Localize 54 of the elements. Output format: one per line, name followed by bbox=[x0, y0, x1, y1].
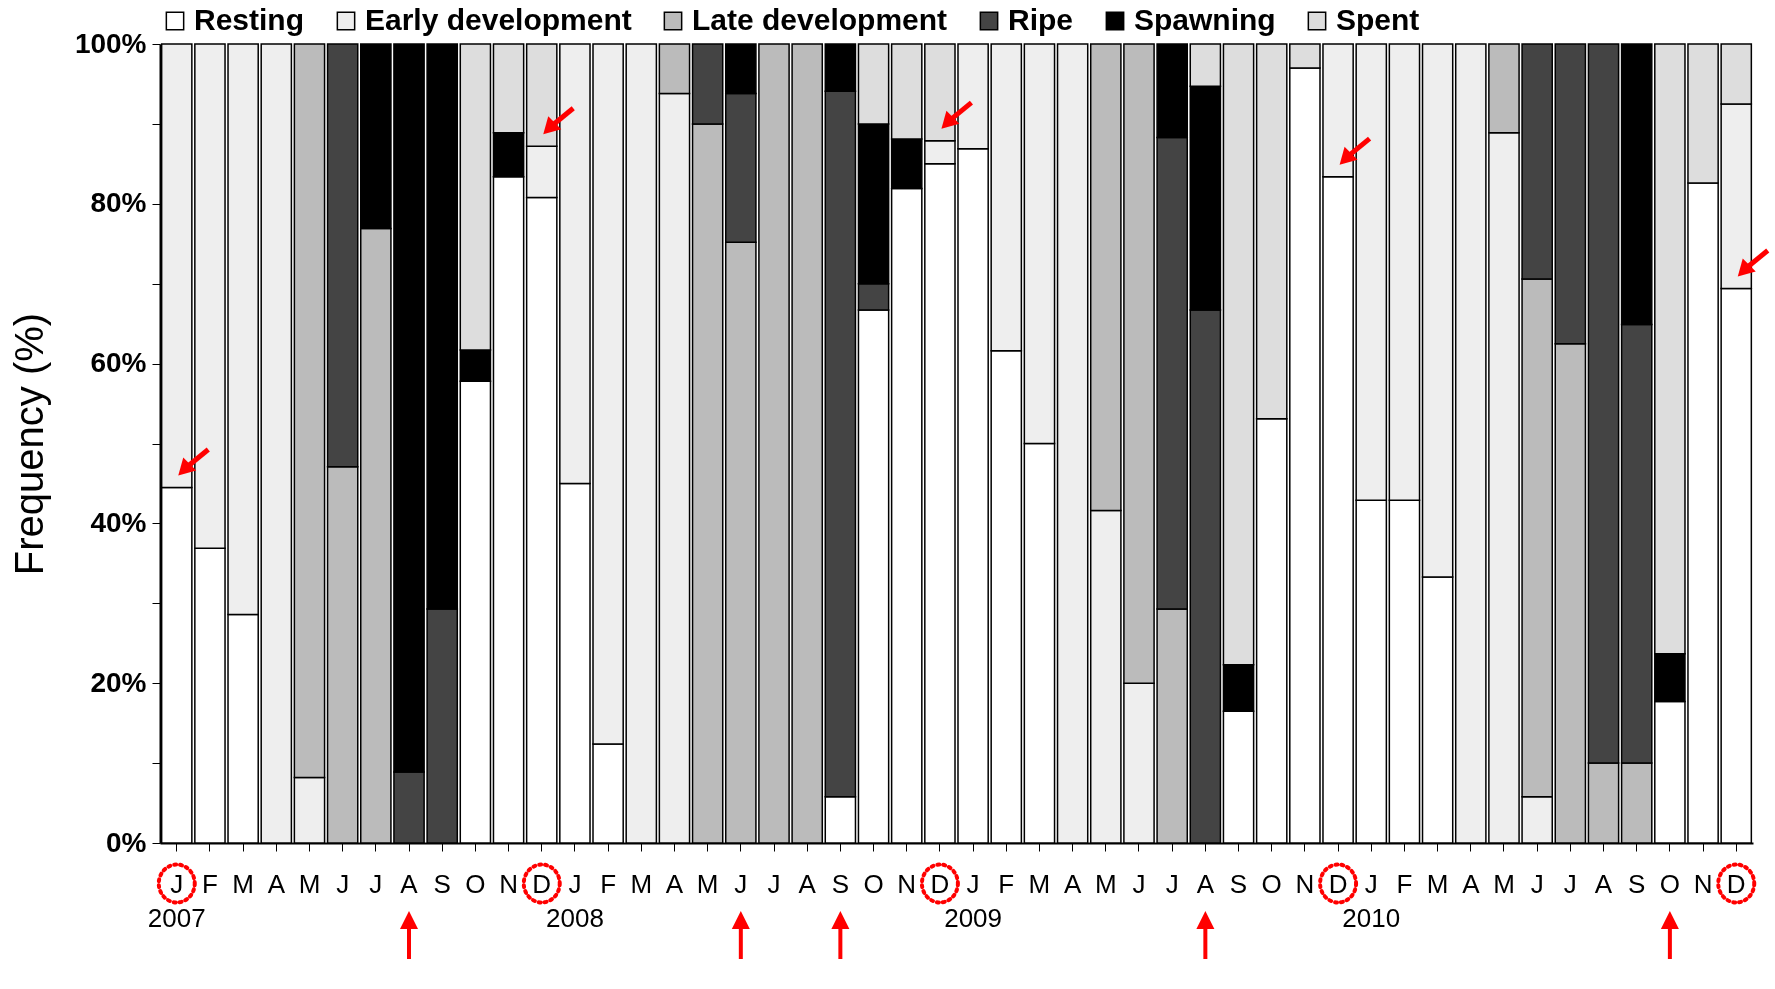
legend-label: Ripe bbox=[1008, 3, 1074, 36]
x-tick-label: S bbox=[1229, 868, 1248, 899]
legend-label: Early development bbox=[365, 3, 632, 36]
x-tick-label: M bbox=[1426, 868, 1449, 899]
x-tick-label: A bbox=[665, 868, 684, 899]
x-tick-label: J bbox=[336, 868, 350, 899]
x-tick-label: S bbox=[831, 868, 850, 899]
x-tick-label: S bbox=[433, 868, 451, 899]
x-tick-label: F bbox=[201, 868, 218, 899]
x-tick-label: F bbox=[600, 868, 617, 899]
x-tick-label: N bbox=[1295, 868, 1315, 899]
x-tick-label: D bbox=[1726, 868, 1746, 899]
x-tick-label: N bbox=[1693, 868, 1713, 899]
x-tick-label: M bbox=[1094, 868, 1117, 899]
x-tick-label: J bbox=[1530, 868, 1544, 899]
y-tick-label: 40% bbox=[90, 506, 147, 538]
y-axis-title: Frequency (%) bbox=[6, 312, 51, 576]
x-tick-label: M bbox=[630, 868, 653, 899]
x-tick-label: J bbox=[767, 868, 781, 899]
x-tick-label: A bbox=[267, 868, 286, 899]
y-tick-label: 60% bbox=[90, 347, 147, 379]
x-tick-label: N bbox=[499, 868, 518, 899]
legend-label: Spent bbox=[1336, 3, 1420, 36]
x-tick-label: A bbox=[1594, 868, 1613, 899]
x-tick-label: M bbox=[232, 868, 254, 899]
x-tick-label: O bbox=[863, 868, 884, 899]
y-tick-label: 0% bbox=[106, 826, 147, 858]
x-tick-label: F bbox=[1396, 868, 1413, 899]
x-tick-label: O bbox=[465, 868, 486, 899]
x-tick-label: J bbox=[1165, 868, 1179, 899]
x-tick-label: J bbox=[1563, 868, 1577, 899]
x-tick-label: F bbox=[998, 868, 1015, 899]
x-tick-label: J bbox=[734, 868, 748, 899]
y-tick-label: 80% bbox=[90, 187, 147, 219]
x-tick-label: O bbox=[1261, 868, 1282, 899]
x-tick-label: A bbox=[400, 868, 419, 899]
legend-label: Late development bbox=[692, 3, 948, 36]
x-tick-label: A bbox=[1196, 868, 1215, 899]
x-tick-label: M bbox=[298, 868, 321, 899]
x-tick-label: A bbox=[1462, 868, 1481, 899]
x-tick-label: O bbox=[1659, 868, 1680, 899]
x-tick-label: M bbox=[1028, 868, 1051, 899]
x-tick-label: N bbox=[897, 868, 917, 899]
y-tick-label: 20% bbox=[90, 666, 147, 698]
x-tick-label: A bbox=[1063, 868, 1082, 899]
x-tick-label: J bbox=[1132, 868, 1146, 899]
y-tick-label: 100% bbox=[74, 27, 147, 59]
x-tick-label: M bbox=[1493, 868, 1515, 899]
x-tick-label: J bbox=[369, 868, 383, 899]
legend-label: Resting bbox=[194, 3, 305, 36]
x-tick-label: S bbox=[1628, 868, 1646, 899]
legend-label: Spawning bbox=[1134, 3, 1276, 36]
x-tick-label: A bbox=[798, 868, 817, 899]
x-tick-label: M bbox=[696, 868, 719, 899]
